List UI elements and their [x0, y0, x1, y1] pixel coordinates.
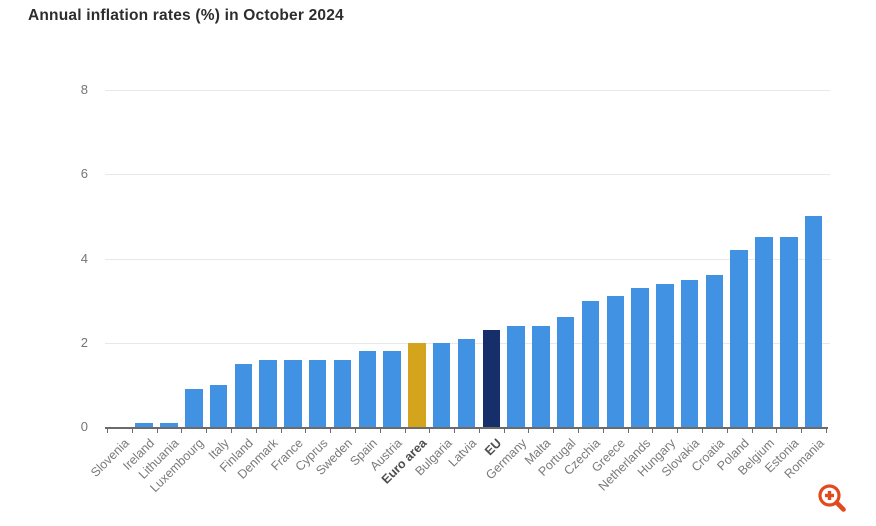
y-axis-label-4: 4	[80, 250, 88, 266]
axis-tick	[429, 428, 431, 433]
axis-tick	[702, 428, 704, 433]
bar-hungary[interactable]	[656, 283, 674, 427]
bar-croatia[interactable]	[705, 275, 724, 427]
axis-tick	[404, 428, 406, 433]
bar-denmark[interactable]	[259, 359, 277, 427]
axis-tick	[801, 428, 803, 433]
axis-tick	[156, 428, 158, 433]
axis-tick	[305, 428, 307, 433]
y-axis-label-6: 6	[80, 166, 88, 182]
bar-finland[interactable]	[234, 363, 253, 427]
bar-ireland[interactable]	[135, 422, 153, 427]
chart-title: Annual inflation rates (%) in October 20…	[28, 7, 344, 24]
axis-tick	[751, 428, 753, 433]
axis-tick	[255, 428, 257, 433]
axis-tick	[602, 428, 604, 433]
axis-tick	[379, 428, 381, 433]
bar-czechia[interactable]	[581, 300, 600, 427]
y-axis-label-8: 8	[80, 82, 88, 97]
bar-latvia[interactable]	[457, 338, 476, 427]
axis-tick	[131, 428, 133, 433]
axis-tick	[330, 428, 332, 433]
axis-tick	[503, 428, 505, 433]
bar-sweden[interactable]	[333, 359, 352, 427]
bar-belgium[interactable]	[755, 237, 773, 427]
axis-tick	[107, 428, 108, 433]
axis-tick	[578, 428, 580, 433]
bar-estonia[interactable]	[780, 237, 798, 427]
axis-tick	[652, 428, 654, 433]
gridline-4	[105, 258, 830, 260]
axis-tick	[677, 428, 679, 433]
axis-tick	[230, 428, 232, 433]
axis-tick	[478, 428, 480, 433]
bar-netherlands[interactable]	[631, 287, 649, 427]
axis-tick	[181, 428, 183, 433]
bar-france[interactable]	[284, 359, 302, 427]
gridline-8	[105, 90, 830, 91]
axis-tick	[826, 428, 827, 433]
bar-greece[interactable]	[606, 296, 624, 427]
bar-poland[interactable]	[730, 250, 748, 427]
bar-cyprus[interactable]	[308, 359, 327, 427]
bar-bulgaria[interactable]	[432, 342, 451, 427]
bar-germany[interactable]	[507, 325, 525, 427]
bar-eu[interactable]	[482, 330, 501, 427]
axis-tick	[627, 428, 629, 433]
gridline-6	[105, 174, 830, 176]
zoom-in-icon[interactable]	[815, 481, 849, 515]
x-axis-line	[105, 427, 828, 429]
bar-spain[interactable]	[358, 351, 377, 427]
axis-tick	[206, 428, 208, 433]
y-axis-label-2: 2	[80, 334, 88, 350]
axis-tick	[454, 428, 456, 433]
bar-malta[interactable]	[532, 325, 550, 427]
axis-tick	[280, 428, 282, 433]
bar-portugal[interactable]	[556, 317, 575, 427]
bar-euro-area[interactable]	[408, 342, 426, 427]
axis-tick	[528, 428, 530, 433]
axis-tick	[354, 428, 356, 433]
axis-tick	[776, 428, 778, 433]
bar-austria[interactable]	[383, 351, 401, 427]
bar-slovakia[interactable]	[680, 279, 699, 427]
axis-tick	[726, 428, 728, 433]
bar-romania[interactable]	[804, 216, 823, 427]
bar-italy[interactable]	[209, 384, 228, 427]
bar-lithuania[interactable]	[160, 422, 178, 427]
y-axis-label-0: 0	[80, 419, 88, 434]
bar-luxembourg[interactable]	[185, 389, 203, 427]
axis-tick	[553, 428, 555, 433]
